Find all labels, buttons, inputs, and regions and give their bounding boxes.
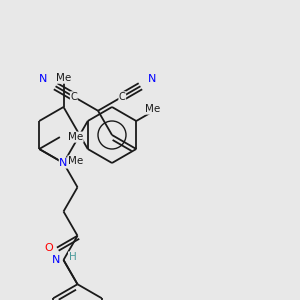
Text: N: N [52, 255, 61, 265]
Text: Me: Me [68, 132, 83, 142]
Text: N: N [148, 74, 157, 84]
Text: C: C [70, 92, 77, 102]
Text: N: N [39, 74, 48, 84]
Text: N: N [59, 158, 68, 168]
Text: H: H [68, 252, 76, 262]
Text: C: C [119, 92, 126, 102]
Text: Me: Me [56, 73, 71, 83]
Text: Me: Me [145, 104, 160, 114]
Text: O: O [44, 243, 53, 253]
Text: Me: Me [68, 156, 83, 166]
